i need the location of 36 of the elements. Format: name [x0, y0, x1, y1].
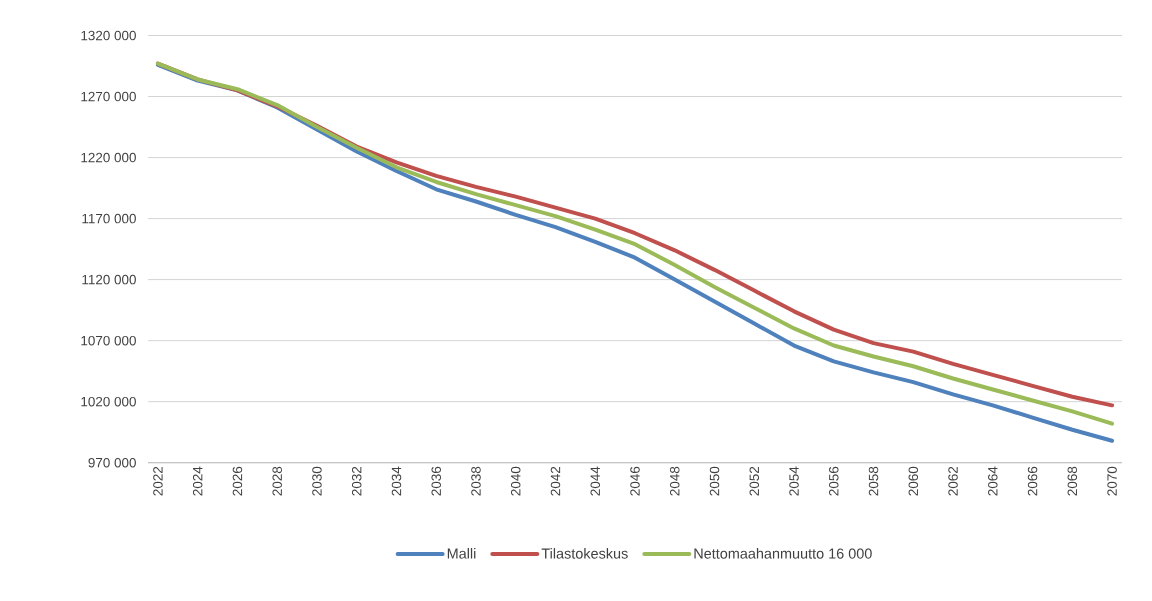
x-tick-label: 2030 — [312, 466, 322, 496]
x-tick-label: 2044 — [590, 466, 601, 496]
x-tick-label: 2032 — [351, 466, 362, 496]
x-tick-label: 2042 — [550, 466, 561, 496]
x-tick-label: 2028 — [272, 466, 282, 496]
x-tick-label: 2070 — [1107, 466, 1117, 496]
x-tick-label: 2034 — [391, 466, 402, 496]
legend-label: Malli — [447, 548, 476, 559]
x-tick-label: 2046 — [630, 466, 640, 496]
x-tick-label: 2024 — [192, 466, 203, 496]
y-tick-label: 1270 000 — [81, 91, 136, 102]
y-tick-label: 1070 000 — [81, 335, 136, 346]
x-tick-label: 2064 — [988, 466, 998, 496]
x-tick-label: 2054 — [789, 466, 799, 496]
legend-label: Nettomaahanmuutto 16 000 — [694, 548, 872, 559]
y-tick-label: 1320 000 — [81, 30, 136, 41]
x-tick-label: 2056 — [829, 466, 839, 496]
x-tick-label: 2052 — [749, 466, 760, 496]
y-tick-label: 1020 000 — [81, 396, 136, 407]
legend-label: Tilastokeskus — [541, 548, 628, 559]
x-tick-label: 2060 — [908, 466, 919, 496]
y-tick-label: 1120 000 — [82, 274, 136, 285]
x-tick-label: 2062 — [948, 466, 958, 496]
x-tick-label: 2058 — [868, 466, 879, 496]
y-tick-label: 1170 000 — [82, 213, 136, 224]
x-tick-label: 2068 — [1067, 466, 1078, 496]
x-tick-label: 2048 — [670, 466, 680, 496]
y-tick-label: 1220 000 — [81, 152, 136, 163]
x-tick-label: 2036 — [431, 466, 441, 496]
x-tick-label: 2022 — [153, 466, 163, 496]
x-tick-label: 2050 — [709, 466, 720, 496]
x-tick-label: 2066 — [1027, 466, 1038, 496]
y-tick-label: 970 000 — [88, 457, 136, 468]
x-tick-label: 2038 — [471, 466, 481, 496]
x-tick-label: 2026 — [232, 466, 243, 496]
x-tick-label: 2040 — [510, 466, 521, 496]
